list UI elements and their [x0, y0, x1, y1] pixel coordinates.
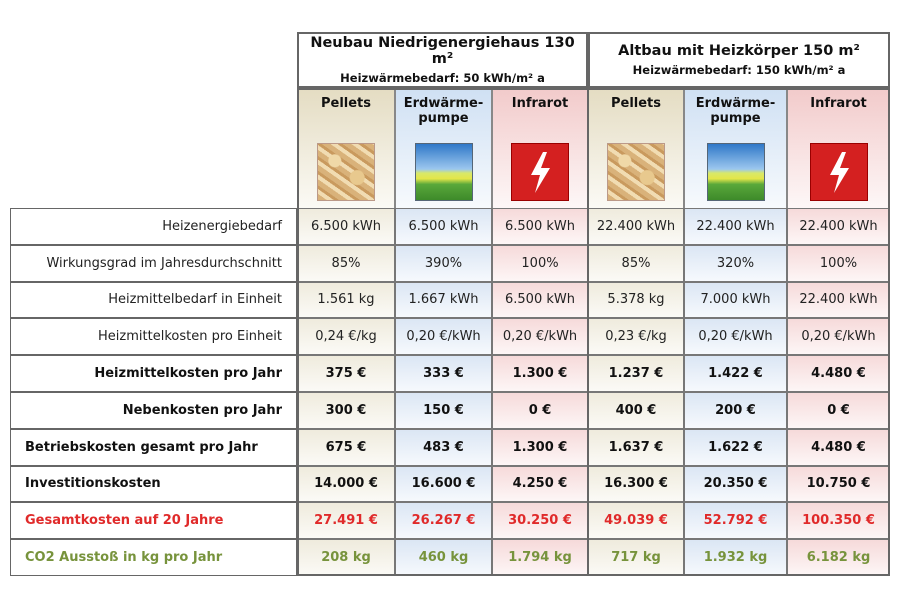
value-cell: 4.250 €: [492, 465, 588, 503]
column-label: Pellets: [610, 96, 662, 111]
value-cell: 0 €: [492, 392, 588, 429]
value-cell: 22.400 kWh: [588, 208, 684, 245]
column-icon: [607, 143, 665, 201]
row-label: Investitionskosten: [10, 465, 297, 503]
column-icon: [809, 143, 868, 201]
row-label: Heizenergiebedarf: [10, 208, 297, 245]
value-cell: 1.637 €: [588, 428, 684, 466]
value-cell: 14.000 €: [297, 465, 395, 503]
row-label: Wirkungsgrad im Jahresdurchschnitt: [10, 244, 297, 282]
value-cell: 333 €: [395, 355, 492, 392]
value-cell: 16.600 €: [395, 465, 492, 503]
value-cell: 1.667 kWh: [395, 281, 492, 319]
value-cell: 4.480 €: [787, 355, 890, 392]
row-label: CO2 Ausstoß in kg pro Jahr: [10, 539, 297, 576]
value-cell: 200 €: [684, 392, 787, 429]
value-cell: 675 €: [297, 428, 395, 466]
value-cell: 208 kg: [297, 539, 395, 576]
value-cell: 6.500 kWh: [395, 208, 492, 245]
value-cell: 6.500 kWh: [492, 208, 588, 245]
value-cell: 5.378 kg: [588, 281, 684, 319]
value-cell: 0,20 €/kWh: [492, 318, 588, 356]
column-icon: [414, 143, 473, 201]
value-cell: 0,20 €/kWh: [787, 318, 890, 356]
lightning: [531, 152, 550, 193]
value-cell: 1.622 €: [684, 428, 787, 466]
column-label: Erdwärme-pumpe: [403, 96, 484, 126]
lightning: [829, 152, 849, 193]
column-label: Infrarot: [511, 96, 569, 111]
value-cell: 6.500 kWh: [492, 281, 588, 319]
value-cell: 0,24 €/kg: [297, 318, 395, 356]
value-cell: 30.250 €: [492, 502, 588, 540]
value-cell: 300 €: [297, 392, 395, 429]
value-cell: 100.350 €: [787, 502, 890, 540]
value-cell: 1.300 €: [492, 428, 588, 466]
column-label: Erdwärme-pumpe: [695, 96, 776, 126]
value-cell: 85%: [297, 244, 395, 282]
value-cell: 16.300 €: [588, 465, 684, 503]
value-cell: 100%: [787, 244, 890, 282]
value-cell: 1.794 kg: [492, 539, 588, 576]
row-label: Gesamtkosten auf 20 Jahre: [10, 502, 297, 540]
group-subtitle: Heizwärmebedarf: 150 kWh/m² a: [632, 63, 846, 77]
value-cell: 400 €: [588, 392, 684, 429]
value-cell: 6.182 kg: [787, 539, 890, 576]
value-cell: 7.000 kWh: [684, 281, 787, 319]
group-divider: [587, 32, 589, 576]
column-icon: [706, 143, 765, 201]
row-label: Nebenkosten pro Jahr: [10, 392, 297, 429]
row-label: Betriebskosten gesamt pro Jahr: [10, 428, 297, 466]
value-cell: 1.237 €: [588, 355, 684, 392]
value-cell: 1.422 €: [684, 355, 787, 392]
column-label: Infrarot: [810, 96, 867, 111]
value-cell: 20.350 €: [684, 465, 787, 503]
value-cell: 0,20 €/kWh: [395, 318, 492, 356]
value-cell: 26.267 €: [395, 502, 492, 540]
value-cell: 0,20 €/kWh: [684, 318, 787, 356]
column-icon: [511, 143, 569, 201]
value-cell: 1.561 kg: [297, 281, 395, 319]
value-cell: 483 €: [395, 428, 492, 466]
column-label: Pellets: [320, 96, 372, 111]
value-cell: 4.480 €: [787, 428, 890, 466]
value-cell: 1.932 kg: [684, 539, 787, 576]
value-cell: 375 €: [297, 355, 395, 392]
value-cell: 27.491 €: [297, 502, 395, 540]
value-cell: 6.500 kWh: [297, 208, 395, 245]
value-cell: 320%: [684, 244, 787, 282]
value-cell: 10.750 €: [787, 465, 890, 503]
group-header: Neubau Niedrigenergiehaus 130 m² Heizwärm…: [297, 32, 588, 88]
value-cell: 52.792 €: [684, 502, 787, 540]
value-cell: 0,23 €/kg: [588, 318, 684, 356]
value-cell: 717 kg: [588, 539, 684, 576]
row-label: Heizmittelkosten pro Einheit: [10, 318, 297, 356]
value-cell: 0 €: [787, 392, 890, 429]
value-cell: 100%: [492, 244, 588, 282]
value-cell: 390%: [395, 244, 492, 282]
value-cell: 49.039 €: [588, 502, 684, 540]
group-header: Altbau mit Heizkörper 150 m² Heizwärmebed…: [588, 32, 890, 88]
value-cell: 22.400 kWh: [787, 281, 890, 319]
group-subtitle: Heizwärmebedarf: 50 kWh/m² a: [340, 71, 545, 85]
value-cell: 460 kg: [395, 539, 492, 576]
row-label: Heizmittelbedarf in Einheit: [10, 281, 297, 319]
value-cell: 1.300 €: [492, 355, 588, 392]
row-label: Heizmittelkosten pro Jahr: [10, 355, 297, 392]
group-title: Altbau mit Heizkörper 150 m²: [618, 43, 860, 59]
value-cell: 85%: [588, 244, 684, 282]
value-cell: 22.400 kWh: [787, 208, 890, 245]
value-cell: 150 €: [395, 392, 492, 429]
value-cell: 22.400 kWh: [684, 208, 787, 245]
group-title: Neubau Niedrigenergiehaus 130 m²: [310, 35, 575, 67]
column-icon: [317, 143, 375, 201]
